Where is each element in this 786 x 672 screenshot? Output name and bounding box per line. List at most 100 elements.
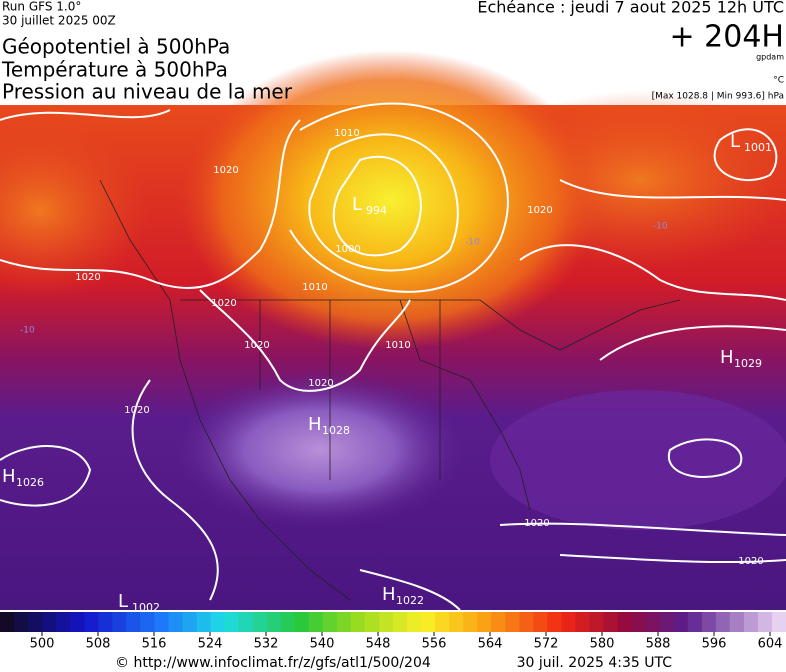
run: Run GFS 1.0° bbox=[2, 0, 81, 14]
colorbar-cell bbox=[98, 612, 113, 632]
colorbar-label: 500 bbox=[30, 637, 55, 652]
isobar-label: 1020 bbox=[75, 272, 100, 283]
isobar-label: 1020 bbox=[211, 298, 236, 309]
colorbar-cell bbox=[659, 612, 675, 632]
generated: 30 juil. 2025 4:35 UTC bbox=[517, 655, 673, 671]
center-letter: H bbox=[308, 414, 322, 435]
colorbar-label: 556 bbox=[422, 637, 447, 652]
colorbar-cell bbox=[84, 612, 99, 632]
colorbar-cell bbox=[112, 612, 127, 632]
isobar-label: 1020 bbox=[524, 518, 549, 529]
colorbar-cell bbox=[505, 612, 520, 632]
center-letter: H bbox=[2, 466, 16, 487]
colorbar-cell bbox=[14, 612, 29, 632]
colorbar-cell bbox=[126, 612, 141, 632]
colorbar-cell bbox=[252, 612, 268, 632]
colorbar-cell bbox=[519, 612, 534, 632]
title-line: Géopotentiel à 500hPa bbox=[2, 35, 230, 59]
colorbar-cell bbox=[743, 612, 759, 632]
colorbar-cell bbox=[729, 612, 745, 632]
colorbar-cell bbox=[575, 612, 590, 632]
isobar-label: 1010 bbox=[385, 340, 410, 351]
colorbar-cell bbox=[687, 612, 703, 632]
colorbar-cell bbox=[28, 612, 43, 632]
colorbar-cell bbox=[322, 612, 338, 632]
isobar-label: 1020 bbox=[738, 556, 763, 567]
colorbar-cell bbox=[589, 612, 605, 632]
colorbar-cell bbox=[238, 612, 254, 632]
colorbar-cell bbox=[280, 612, 296, 632]
colorbar-label: 572 bbox=[534, 637, 559, 652]
colorbar-cell bbox=[715, 612, 731, 632]
source: © http://www.infoclimat.fr/z/gfs/atl1/50… bbox=[115, 655, 431, 671]
temperature-label: -10 bbox=[653, 222, 668, 232]
colorbar-label: 596 bbox=[702, 637, 727, 652]
colorbar-label: 604 bbox=[758, 637, 783, 652]
colorbar-cell bbox=[771, 612, 786, 632]
center-value: 1001 bbox=[744, 141, 772, 154]
isobar-label: 1020 bbox=[527, 205, 552, 216]
temperature-label: -10 bbox=[465, 238, 480, 248]
center-value: 994 bbox=[366, 204, 387, 217]
colorbar-cell bbox=[308, 612, 324, 632]
lead-time: + 204H bbox=[670, 20, 785, 55]
colorbar-cell bbox=[70, 612, 85, 632]
colorbar-cell bbox=[603, 612, 619, 632]
colorbar-cell bbox=[350, 612, 366, 632]
pressure-range: [Max 1028.8 | Min 993.6] hPa bbox=[652, 92, 784, 102]
isobar-label: 1000 bbox=[335, 244, 360, 255]
colorbar-cell bbox=[378, 612, 394, 632]
colorbar-cell bbox=[336, 612, 352, 632]
colorbar-cell bbox=[168, 612, 183, 632]
unit-geo: gpdam bbox=[756, 53, 784, 62]
colorbar-cell bbox=[463, 612, 478, 632]
run-date: 30 juillet 2025 00Z bbox=[2, 14, 116, 28]
center-value: 1022 bbox=[396, 594, 424, 607]
colorbar-cell bbox=[42, 612, 57, 632]
colorbar-cell bbox=[449, 612, 464, 632]
colorbar-cell bbox=[56, 612, 71, 632]
isobar-label: 1020 bbox=[213, 165, 238, 176]
colorbar-label: 524 bbox=[198, 637, 223, 652]
colorbar-label: 564 bbox=[478, 637, 503, 652]
center-value: 1029 bbox=[734, 357, 762, 370]
center-letter: L bbox=[118, 591, 128, 612]
isobar-label: 1010 bbox=[334, 128, 359, 139]
colorbar-cell bbox=[701, 612, 717, 632]
colorbar-label: 540 bbox=[310, 637, 335, 652]
colorbar-cell bbox=[407, 612, 422, 632]
colorbar-label: 516 bbox=[142, 637, 167, 652]
center-letter: L bbox=[352, 194, 362, 215]
colorbar-label: 588 bbox=[646, 637, 671, 652]
colorbar-cell bbox=[561, 612, 576, 632]
isobar-label: 1020 bbox=[124, 405, 149, 416]
colorbar-cell bbox=[757, 612, 773, 632]
colorbar-cell bbox=[294, 612, 310, 632]
map bbox=[0, 50, 786, 611]
center-letter: H bbox=[720, 347, 734, 368]
colorbar-label: 580 bbox=[590, 637, 615, 652]
title-line: Température à 500hPa bbox=[1, 58, 228, 82]
colorbar-label: 548 bbox=[366, 637, 391, 652]
colorbar-cell bbox=[364, 612, 380, 632]
colorbar-cell bbox=[477, 612, 492, 632]
unit-temp: °C bbox=[773, 76, 784, 86]
colorbar-cell bbox=[266, 612, 282, 632]
echeance: Echéance : jeudi 7 aout 2025 12h UTC bbox=[477, 0, 784, 17]
colorbar-cell bbox=[631, 612, 647, 632]
colorbar-cell bbox=[673, 612, 689, 632]
colorbar-cell bbox=[645, 612, 661, 632]
colorbar-cell bbox=[421, 612, 436, 632]
isobar-label: 1020 bbox=[308, 378, 333, 389]
isobar-label: 1010 bbox=[302, 282, 327, 293]
isobar-label: 1020 bbox=[244, 340, 269, 351]
colorbar-cell bbox=[140, 612, 155, 632]
colorbar-cell bbox=[182, 612, 197, 632]
center-value: 1026 bbox=[16, 476, 44, 489]
colorbar-label: 532 bbox=[254, 637, 279, 652]
colorbar-cell bbox=[617, 612, 633, 632]
colorbar-cell bbox=[547, 612, 562, 632]
title-line: Pression au niveau de la mer bbox=[2, 80, 293, 104]
